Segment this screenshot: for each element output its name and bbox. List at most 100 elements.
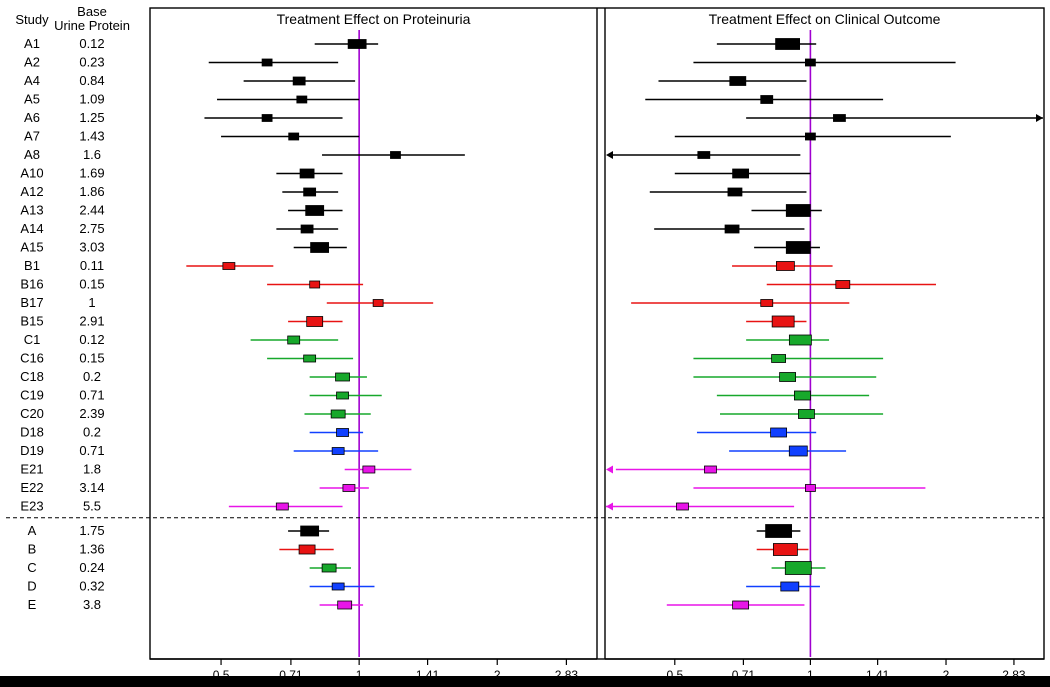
row-base-D18: 0.2 <box>83 425 101 440</box>
row-study-D19: D19 <box>20 443 44 458</box>
marker-p1-B <box>299 545 315 554</box>
marker-p1-A13 <box>306 206 324 216</box>
marker-p1-E21 <box>363 466 375 473</box>
row-base-C18: 0.2 <box>83 369 101 384</box>
marker-p2-B1 <box>776 262 794 271</box>
marker-p2-E21 <box>704 466 716 473</box>
row-base-A7: 1.43 <box>79 129 104 144</box>
row-study-C19: C19 <box>20 388 44 403</box>
row-base-A1: 0.12 <box>79 36 104 51</box>
row-base-A14: 2.75 <box>79 221 104 236</box>
marker-p2-E23 <box>676 503 688 510</box>
marker-p2-B17 <box>761 300 773 307</box>
marker-p1-C <box>322 564 336 572</box>
header-study: Study <box>15 12 49 27</box>
forest-plot-container: StudyBaseUrine ProteinTreatment Effect o… <box>0 0 1050 687</box>
marker-p1-C16 <box>304 355 316 362</box>
row-study-A15: A15 <box>20 240 43 255</box>
row-study-C: C <box>27 560 36 575</box>
row-study-D18: D18 <box>20 425 44 440</box>
row-study-C16: C16 <box>20 351 44 366</box>
row-base-A8: 1.6 <box>83 147 101 162</box>
row-study-A14: A14 <box>20 221 43 236</box>
marker-p1-C19 <box>337 392 349 399</box>
panel1-title: Treatment Effect on Proteinuria <box>277 11 471 27</box>
marker-p2-D19 <box>789 446 807 456</box>
row-base-B: 1.36 <box>79 542 104 557</box>
row-base-A6: 1.25 <box>79 110 104 125</box>
marker-p2-D18 <box>771 428 787 437</box>
row-base-E22: 3.14 <box>79 480 104 495</box>
marker-p2-C19 <box>794 391 810 400</box>
row-study-C18: C18 <box>20 369 44 384</box>
marker-p2-A4 <box>730 77 746 86</box>
row-study-B16: B16 <box>20 277 43 292</box>
marker-p1-E22 <box>343 485 355 492</box>
row-study-B: B <box>28 542 37 557</box>
marker-p1-A8 <box>390 152 400 159</box>
row-base-B17: 1 <box>88 295 95 310</box>
row-base-A4: 0.84 <box>79 73 104 88</box>
row-base-A: 1.75 <box>79 523 104 538</box>
marker-p1-E23 <box>276 503 288 510</box>
row-study-E21: E21 <box>20 462 43 477</box>
marker-p2-A14 <box>725 225 739 233</box>
marker-p1-A <box>301 526 319 536</box>
marker-p2-E22 <box>805 485 815 492</box>
row-study-A12: A12 <box>20 184 43 199</box>
marker-p1-A6 <box>262 115 272 122</box>
row-base-C: 0.24 <box>79 560 104 575</box>
row-study-A2: A2 <box>24 55 40 70</box>
row-base-B15: 2.91 <box>79 314 104 329</box>
row-study-A: A <box>28 523 37 538</box>
row-base-E23: 5.5 <box>83 499 101 514</box>
row-study-A8: A8 <box>24 147 40 162</box>
marker-p1-B1 <box>223 263 235 270</box>
marker-p2-C20 <box>798 410 814 419</box>
marker-p1-B17 <box>373 300 383 307</box>
marker-p1-A7 <box>289 133 299 140</box>
marker-p2-C1 <box>789 335 811 345</box>
marker-p1-A5 <box>297 96 307 103</box>
header-base2: Urine Protein <box>54 18 130 33</box>
marker-p2-A5 <box>761 96 773 104</box>
row-base-A2: 0.23 <box>79 55 104 70</box>
marker-p2-A8 <box>698 152 710 159</box>
row-study-B15: B15 <box>20 314 43 329</box>
marker-p2-A10 <box>733 169 749 178</box>
panel2-title: Treatment Effect on Clinical Outcome <box>709 11 941 27</box>
row-study-E23: E23 <box>20 499 43 514</box>
marker-p2-A <box>766 525 792 538</box>
row-study-B17: B17 <box>20 295 43 310</box>
row-study-C1: C1 <box>24 332 41 347</box>
marker-p1-A14 <box>301 225 313 233</box>
row-study-B1: B1 <box>24 258 40 273</box>
marker-p1-B15 <box>307 317 323 327</box>
marker-p1-A10 <box>300 169 314 178</box>
row-base-A5: 1.09 <box>79 92 104 107</box>
marker-p2-A15 <box>786 242 810 254</box>
row-base-C19: 0.71 <box>79 388 104 403</box>
row-base-D: 0.32 <box>79 579 104 594</box>
marker-p2-B15 <box>772 316 794 327</box>
row-base-E: 3.8 <box>83 597 101 612</box>
row-study-A5: A5 <box>24 92 40 107</box>
row-study-E: E <box>28 597 37 612</box>
row-base-A15: 3.03 <box>79 240 104 255</box>
marker-p1-A2 <box>262 59 272 66</box>
bottom-bar <box>0 676 1050 687</box>
row-base-A13: 2.44 <box>79 203 104 218</box>
row-base-C16: 0.15 <box>79 351 104 366</box>
marker-p1-A1 <box>348 40 366 49</box>
marker-p2-A13 <box>786 205 810 217</box>
marker-p2-A6 <box>833 115 845 122</box>
marker-p2-A12 <box>728 188 742 196</box>
marker-p2-C <box>785 562 811 575</box>
marker-p1-D <box>332 583 344 590</box>
marker-p2-E <box>733 601 749 609</box>
marker-p2-D <box>781 582 799 591</box>
row-study-A6: A6 <box>24 110 40 125</box>
row-study-A13: A13 <box>20 203 43 218</box>
row-base-B16: 0.15 <box>79 277 104 292</box>
row-study-A10: A10 <box>20 166 43 181</box>
